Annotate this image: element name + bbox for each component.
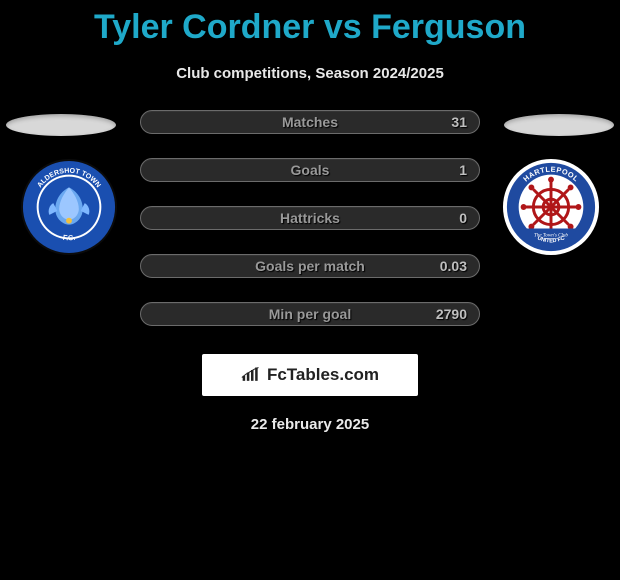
stat-label: Goals per match bbox=[255, 258, 365, 274]
page-title: Tyler Cordner vs Ferguson bbox=[0, 0, 620, 47]
player-slot-left bbox=[6, 114, 116, 136]
stat-label: Min per goal bbox=[269, 306, 351, 322]
stat-label: Goals bbox=[291, 162, 330, 178]
hartlepool-badge-icon: HARTLEPOOL The Town's Club UNITED FC bbox=[502, 158, 600, 256]
comparison-area: ALDERSHOT TOWN F.C. bbox=[0, 110, 620, 330]
fctables-brand: FcTables.com bbox=[202, 354, 418, 396]
stats-column: Matches 31 Goals 1 Hattricks 0 Goals per… bbox=[140, 110, 480, 326]
aldershot-badge-icon: ALDERSHOT TOWN F.C. bbox=[20, 158, 118, 256]
stat-row-min-per-goal: Min per goal 2790 bbox=[140, 302, 480, 326]
stat-row-matches: Matches 31 bbox=[140, 110, 480, 134]
stat-row-goals: Goals 1 bbox=[140, 158, 480, 182]
club-badge-hartlepool: HARTLEPOOL The Town's Club UNITED FC bbox=[502, 158, 600, 256]
stat-row-hattricks: Hattricks 0 bbox=[140, 206, 480, 230]
stat-label: Hattricks bbox=[280, 210, 340, 226]
subtitle: Club competitions, Season 2024/2025 bbox=[0, 65, 620, 82]
stat-value-right: 31 bbox=[451, 114, 467, 130]
brand-label: FcTables.com bbox=[267, 365, 379, 385]
date-text: 22 february 2025 bbox=[0, 416, 620, 433]
bar-chart-icon bbox=[241, 367, 261, 383]
stat-value-right: 0.03 bbox=[440, 258, 467, 274]
stat-value-right: 2790 bbox=[436, 306, 467, 322]
club-badge-aldershot: ALDERSHOT TOWN F.C. bbox=[20, 158, 118, 256]
stat-label: Matches bbox=[282, 114, 338, 130]
stat-row-goals-per-match: Goals per match 0.03 bbox=[140, 254, 480, 278]
stat-value-right: 0 bbox=[459, 210, 467, 226]
stat-value-right: 1 bbox=[459, 162, 467, 178]
player-slot-right bbox=[504, 114, 614, 136]
svg-text:F.C.: F.C. bbox=[62, 233, 76, 243]
